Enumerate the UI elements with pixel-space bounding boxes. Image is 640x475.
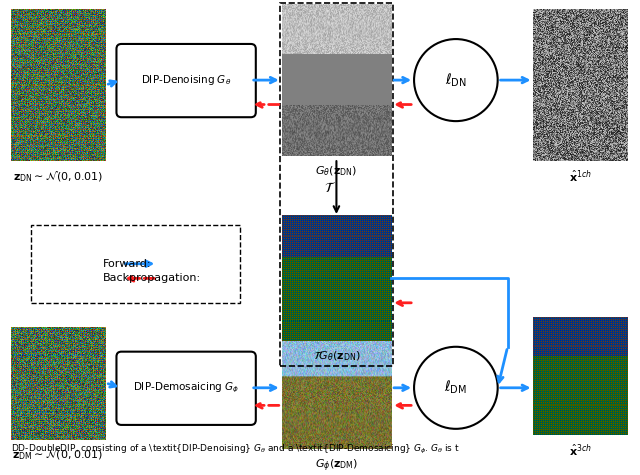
Circle shape [414,347,498,429]
FancyBboxPatch shape [116,352,256,425]
Text: $\hat{\mathbf{x}}^{1ch}$: $\hat{\mathbf{x}}^{1ch}$ [569,169,592,185]
FancyBboxPatch shape [116,44,256,117]
Text: $G_\theta(\mathbf{z}_{\mathrm{DN}})$: $G_\theta(\mathbf{z}_{\mathrm{DN}})$ [316,164,358,178]
Text: $\mathbf{z}_{\mathrm{DM}} \sim \mathcal{N}(0, 0.01)$: $\mathbf{z}_{\mathrm{DM}} \sim \mathcal{… [12,447,103,462]
Text: DIP-Demosaicing $G_\phi$: DIP-Demosaicing $G_\phi$ [133,380,239,395]
Text: $\ell_{\mathrm{DN}}$: $\ell_{\mathrm{DN}}$ [445,71,467,89]
Text: Forward:: Forward: [102,259,151,269]
Text: $\mathbf{z}_{\mathrm{DN}} \sim \mathcal{N}(0, 0.01)$: $\mathbf{z}_{\mathrm{DN}} \sim \mathcal{… [13,169,103,184]
Text: $G_\phi(\mathbf{z}_{\mathrm{DM}})$: $G_\phi(\mathbf{z}_{\mathrm{DM}})$ [315,457,358,474]
Text: $\hat{\mathbf{x}}^{3ch}$: $\hat{\mathbf{x}}^{3ch}$ [569,443,592,458]
Text: $\mathcal{T}$: $\mathcal{T}$ [324,180,337,195]
Text: $\mathcal{T}G_\theta(\mathbf{z}_{\mathrm{DN}})$: $\mathcal{T}G_\theta(\mathbf{z}_{\mathrm… [312,350,360,363]
Text: $\ell_{\mathrm{DM}}$: $\ell_{\mathrm{DM}}$ [444,379,467,397]
Circle shape [414,39,498,121]
Bar [280,3,393,366]
Bar [31,225,240,303]
Text: DIP-Denoising $G_\theta$: DIP-Denoising $G_\theta$ [141,73,231,87]
Text: Backpropagation:: Backpropagation: [102,274,201,284]
Text: DD-DoubleDIP, consisting of a \textit{DIP-Denoising} $G_\theta$ and a \textit{DI: DD-DoubleDIP, consisting of a \textit{DI… [11,443,460,456]
